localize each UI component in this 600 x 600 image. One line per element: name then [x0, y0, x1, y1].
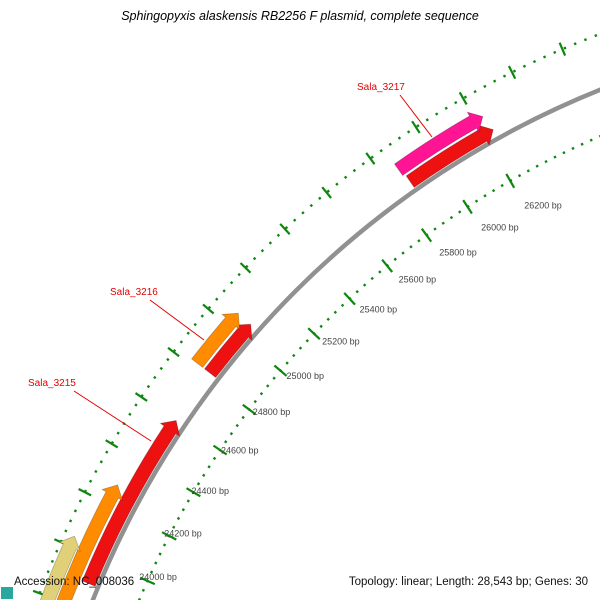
ruler-tick-outer: [134, 392, 148, 402]
ruler-tick-outer: [558, 42, 567, 57]
ruler-tick-outer: [239, 262, 252, 274]
ruler-tick-inner: [381, 259, 394, 273]
ruler-tick-label: 24800 bp: [253, 407, 291, 417]
ruler-tick-inner: [212, 444, 228, 456]
feature-arrow-unlabeled-2[interactable]: [5, 535, 81, 600]
ruler-tick-label: 26200 bp: [524, 200, 562, 210]
ruler-tick-label: 25200 bp: [322, 337, 360, 347]
feature-label[interactable]: Sala_3216: [110, 287, 158, 298]
map-title: Sphingopyxis alaskensis RB2256 F plasmid…: [121, 9, 479, 23]
ruler-tick-inner: [420, 228, 433, 243]
ruler-tick-label: 25000 bp: [287, 371, 325, 381]
ruler-tick-outer: [365, 152, 376, 165]
feature-arrow-unlabeled-3[interactable]: [204, 323, 253, 379]
ruler-tick-outer: [279, 223, 291, 235]
ruler-tick-label: 24400 bp: [192, 486, 230, 496]
ruler-tick-inner: [307, 327, 321, 340]
ruler-tick-outer: [507, 65, 517, 80]
ruler-tick-label: 26000 bp: [481, 223, 519, 233]
ruler-tick-inner: [185, 487, 201, 498]
ruler-tick-inner: [462, 199, 473, 215]
ruler-tick-label: 24600 bp: [221, 446, 259, 456]
feature-label[interactable]: Sala_3217: [357, 82, 405, 93]
ruler-tick-outer: [202, 303, 215, 315]
feature-arrow-Sala_3216[interactable]: [191, 312, 240, 368]
feature-label-line: [73, 390, 152, 442]
ruler-dotted-arc-inner: [138, 135, 600, 600]
feature-label-line: [399, 94, 433, 138]
ruler-tick-label: 25400 bp: [360, 305, 398, 315]
ruler-tick-label: 24200 bp: [164, 528, 202, 538]
ruler-tick-outer: [411, 120, 421, 134]
feature-label[interactable]: Sala_3215: [28, 378, 76, 389]
feature-label-line: [149, 299, 205, 341]
feature-arrow-Sala_3215[interactable]: [81, 420, 181, 587]
ruler-tick-inner: [161, 531, 177, 541]
ruler-tick-outer: [321, 186, 332, 199]
feature-arrow-Sala_3217[interactable]: [393, 111, 484, 176]
ruler-tick-label: 25800 bp: [439, 247, 477, 257]
ruler-tick-inner: [139, 576, 156, 586]
legend-swatch: [1, 587, 13, 599]
ruler-tick-outer: [458, 91, 468, 105]
ruler-tick-inner: [505, 173, 516, 189]
ruler-tick-label: 24000 bp: [139, 572, 177, 582]
ruler-tick-outer: [78, 488, 92, 497]
feature-arrow-unlabeled-1[interactable]: [38, 484, 124, 600]
ruler-tick-inner: [242, 403, 257, 416]
ruler-tick-outer: [105, 439, 119, 449]
ruler-tick-inner: [343, 292, 356, 306]
ruler-tick-outer: [167, 346, 180, 358]
ruler-tick-label: 25600 bp: [399, 275, 437, 285]
feature-arrow-unlabeled-5[interactable]: [405, 124, 494, 188]
ruler-tick-inner: [273, 364, 288, 377]
